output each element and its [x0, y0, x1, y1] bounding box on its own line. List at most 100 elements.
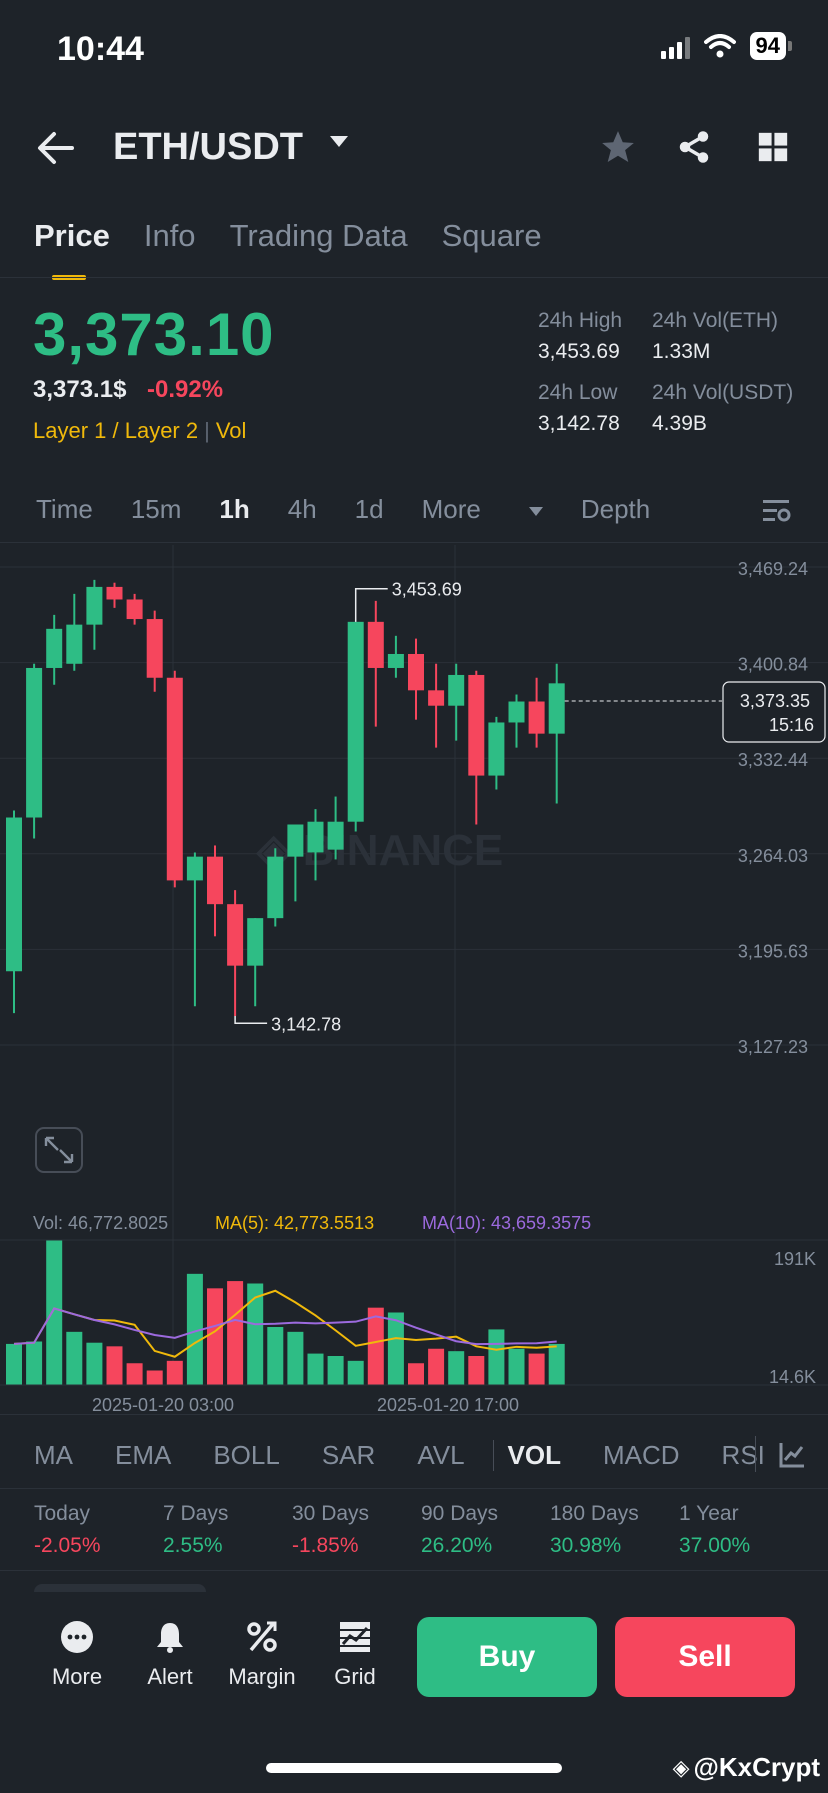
candle-body [186, 856, 203, 881]
interval-time[interactable]: Time [36, 494, 93, 524]
tab-square[interactable]: Square [441, 218, 542, 253]
perf-30d: 30 Days -1.85% [292, 1502, 421, 1558]
expand-chart-button[interactable] [35, 1127, 83, 1173]
watermark-handle: @KxCrypt [693, 1752, 820, 1782]
candle-body [207, 856, 223, 905]
high-marker-line [354, 587, 388, 622]
chevron-down-icon[interactable] [330, 136, 348, 147]
perf-label: 30 Days [292, 1502, 370, 1525]
perf-value: -1.85% [292, 1534, 359, 1557]
vol-eth-value: 1.33M [652, 340, 711, 363]
current-price-tag: 3,373.35 [740, 691, 810, 711]
candle-body [367, 621, 384, 668]
volume-bar [528, 1353, 545, 1385]
perf-1y: 1 Year 37.00% [679, 1502, 808, 1558]
candle-body [287, 824, 304, 857]
grid-bot-icon [340, 1622, 370, 1652]
wifi-icon [703, 34, 736, 58]
back-arrow-icon[interactable] [36, 128, 76, 168]
alert-label: Alert [147, 1664, 193, 1689]
pair-title[interactable]: ETH/USDT [113, 126, 303, 168]
high-marker: 3,453.69 [392, 580, 462, 600]
more-icon [61, 1621, 93, 1653]
perf-90d: 90 Days 26.20% [421, 1502, 550, 1558]
chart-divider [0, 1414, 828, 1415]
candle-body [508, 701, 525, 723]
candle-body [428, 690, 445, 706]
candle-body [247, 918, 264, 966]
candle-body [448, 674, 465, 706]
percent-icon [247, 1621, 277, 1652]
vol-label: Vol: 46,772.8025 [33, 1213, 169, 1233]
margin-button[interactable]: Margin [222, 1620, 302, 1690]
indicator-rsi[interactable]: RSI [721, 1440, 765, 1470]
indicator-settings-icon[interactable] [778, 1441, 806, 1469]
ma5-label: MA(5): 42,773.5513 [215, 1213, 375, 1233]
buy-button[interactable]: Buy [417, 1617, 597, 1697]
candle-body [408, 653, 424, 691]
tag-vol[interactable]: Vol [215, 418, 247, 443]
volume-bar [468, 1356, 485, 1385]
interval-1d[interactable]: 1d [354, 494, 384, 524]
performance-row: Today -2.05% 7 Days 2.55% 30 Days -1.85% 90… [34, 1502, 808, 1558]
sell-button[interactable]: Sell [615, 1617, 795, 1697]
x-axis-label: 2025-01-20 17:00 [377, 1395, 519, 1415]
interval-15m[interactable]: 15m [130, 494, 182, 524]
ma10-line [13, 1307, 557, 1346]
indicator-ema[interactable]: EMA [115, 1440, 172, 1470]
home-indicator [266, 1763, 562, 1773]
interval-more[interactable]: More [422, 494, 543, 525]
volume-bar [287, 1331, 304, 1385]
candle-body [146, 619, 163, 678]
grid-layout-icon[interactable] [756, 130, 790, 164]
volume-bar [548, 1343, 565, 1385]
star-icon[interactable] [599, 128, 637, 166]
tab-trading-data[interactable]: Trading Data [229, 218, 408, 253]
volume-bar [46, 1240, 63, 1385]
indicator-vol[interactable]: VOL [492, 1440, 561, 1471]
perf-value: 2.55% [163, 1534, 223, 1557]
more-label: More [51, 1664, 103, 1689]
perf-value: -2.05% [34, 1534, 101, 1557]
alert-button[interactable]: Alert [130, 1620, 210, 1690]
indicator-tabs: MA EMA BOLL SAR AVL VOL MACD RSI [34, 1440, 765, 1471]
volume-bar [186, 1273, 203, 1385]
grid-button[interactable]: Grid [315, 1620, 395, 1690]
vol-eth-label: 24h Vol(ETH) [652, 309, 779, 332]
indicator-avl[interactable]: AVL [417, 1440, 465, 1470]
candle-body [26, 667, 43, 818]
indicator-macd[interactable]: MACD [602, 1440, 680, 1470]
candle-body [307, 821, 324, 853]
perf-divider [0, 1570, 828, 1571]
y-tick-label: 3,127.23 [738, 1037, 808, 1057]
indicator-ma[interactable]: MA [34, 1440, 73, 1470]
tab-price[interactable]: Price [34, 218, 110, 280]
chart-settings-icon[interactable] [762, 498, 792, 524]
candle-body [488, 722, 505, 776]
candle-body [468, 674, 485, 776]
candle-body [528, 701, 545, 734]
perf-label: Today [34, 1502, 91, 1525]
indicator-divider [755, 1436, 756, 1472]
candle-body [267, 856, 284, 919]
volume-bar [6, 1343, 22, 1385]
page-tabs: Price Info Trading Data Square [34, 218, 542, 280]
tag-layer[interactable]: Layer 1 / Layer 2 [33, 418, 199, 443]
more-button[interactable]: More [37, 1620, 117, 1690]
watermark: ◈ @KxCrypt [673, 1752, 820, 1783]
interval-4h[interactable]: 4h [287, 494, 317, 524]
interval-1h[interactable]: 1h [219, 494, 250, 524]
candle-body [548, 683, 565, 734]
indicator-boll[interactable]: BOLL [213, 1440, 280, 1470]
signal-icon [660, 33, 690, 59]
volume-bar [126, 1363, 143, 1385]
status-icons: 94 [660, 32, 792, 60]
expand-icon [44, 1136, 74, 1164]
volume-bar [327, 1356, 344, 1385]
tab-info[interactable]: Info [143, 218, 196, 253]
indicator-sar[interactable]: SAR [321, 1440, 376, 1470]
low-marker-line [234, 1015, 268, 1025]
interval-depth[interactable]: Depth [580, 494, 651, 524]
price-chart[interactable]: ◈ BINANCE 3,469.243,400.843,332.443,264.… [0, 545, 828, 1415]
share-icon[interactable] [676, 128, 712, 166]
